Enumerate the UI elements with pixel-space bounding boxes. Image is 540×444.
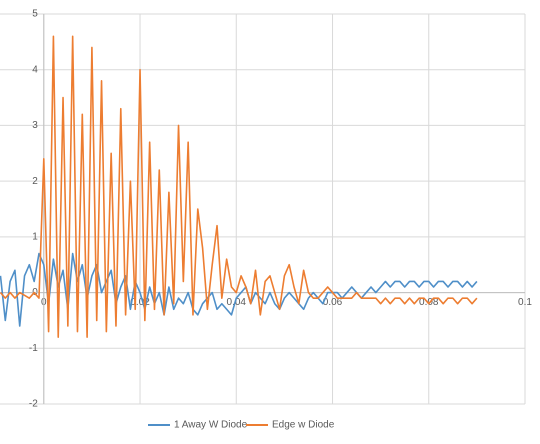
y-tick-label: 4	[32, 64, 38, 75]
x-tick-label: 0.06	[323, 297, 343, 308]
y-tick-label: 2	[32, 176, 38, 187]
x-tick-label: 0.04	[227, 297, 247, 308]
x-tick-label: 0.1	[518, 297, 532, 308]
y-tick-label: 5	[32, 9, 38, 20]
legend-label: Edge w Diode	[272, 420, 335, 431]
series-line	[0, 35, 478, 338]
y-tick-label: 1	[32, 231, 38, 242]
y-tick-label: 3	[32, 120, 38, 131]
x-tick-label: 0.02	[130, 297, 150, 308]
series-line	[0, 252, 478, 327]
y-tick-label: -2	[29, 399, 38, 410]
y-tick-label: -1	[29, 343, 38, 354]
legend-label: 1 Away W Diode	[174, 420, 248, 431]
